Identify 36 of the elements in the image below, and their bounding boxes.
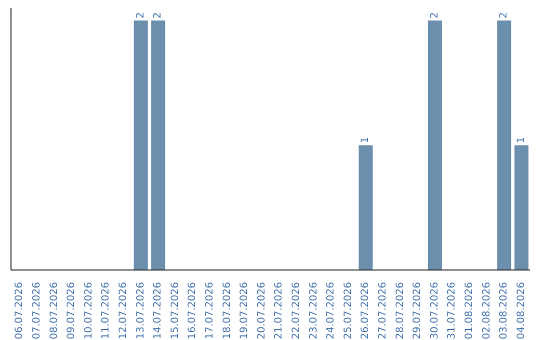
x-tick-label: 20.07.2026	[256, 282, 268, 340]
x-tick-label: 07.07.2026	[31, 282, 42, 340]
x-tick-label: 03.08.2026	[498, 282, 510, 340]
x-tick-label: 16.07.2026	[187, 282, 198, 340]
x-tick-label: 10.07.2026	[83, 282, 94, 340]
data-label: 2	[152, 12, 164, 18]
x-tick-label: 29.07.2026	[412, 282, 424, 340]
x-tick-label: 01.08.2026	[464, 282, 475, 340]
x-tick-label: 26.07.2026	[360, 282, 372, 340]
x-tick-label: 15.07.2026	[170, 282, 181, 340]
data-label: 1	[360, 136, 372, 144]
data-label: 2	[429, 12, 440, 18]
x-tick-label: 11.07.2026	[100, 282, 112, 340]
x-tick-label: 08.07.2026	[48, 282, 60, 340]
x-tick-label: 31.07.2026	[446, 282, 458, 340]
x-tick-label: 04.08.2026	[516, 282, 527, 340]
x-tick-label: 24.07.2026	[326, 282, 337, 340]
x-tick-label: 09.07.2026	[66, 282, 78, 340]
x-tick-label: 19.07.2026	[239, 282, 250, 340]
x-tick-label: 23.07.2026	[308, 282, 320, 340]
data-label: 1	[516, 136, 527, 144]
x-tick-label: 21.07.2026	[274, 282, 285, 340]
x-tick-label: 02.08.2026	[481, 282, 492, 340]
x-tick-label: 30.07.2026	[429, 282, 440, 340]
x-tick-label: 28.07.2026	[394, 282, 406, 340]
data-label: 2	[135, 12, 146, 18]
x-tick-label: 22.07.2026	[290, 282, 302, 340]
data-label: 2	[498, 12, 510, 18]
x-tick-label: 14.07.2026	[152, 282, 164, 340]
x-tick-label: 17.07.2026	[204, 282, 216, 340]
x-tick-label: 25.07.2026	[342, 282, 354, 340]
x-tick-label: 12.07.2026	[118, 282, 129, 340]
x-tick-label: 06.07.2026	[14, 282, 26, 340]
x-tick-label: 18.07.2026	[222, 282, 233, 340]
x-tick-label: 13.07.2026	[135, 282, 146, 340]
x-tick-label: 27.07.2026	[377, 282, 388, 340]
